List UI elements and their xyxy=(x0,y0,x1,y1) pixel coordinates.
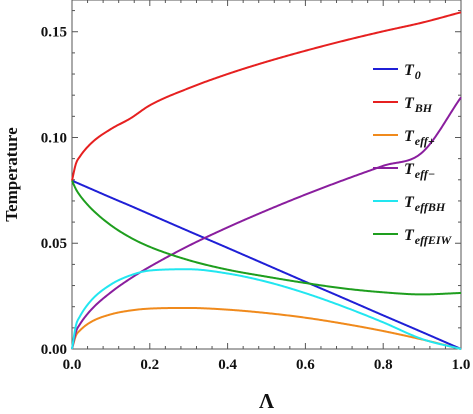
y-tick-label: 0.15 xyxy=(41,25,67,41)
series-eff-plus-line xyxy=(71,306,462,350)
x-tick-label: 0.0 xyxy=(63,357,82,373)
legend-entry-label: Teff+ xyxy=(404,128,435,148)
series-effeiw-line xyxy=(71,180,462,296)
y-tick-label: 0.05 xyxy=(41,236,67,252)
legend-entry-label: TBH xyxy=(404,95,433,115)
x-tick-label: 0.4 xyxy=(218,357,237,373)
legend-entry-label: TeffBH xyxy=(404,194,446,214)
plot-frame xyxy=(71,0,462,350)
y-tick-label: 0.00 xyxy=(41,342,67,358)
legend-entry-label: T0 xyxy=(404,62,421,82)
series-eff-minus-line xyxy=(71,96,462,350)
legend: T0 TBH Teff+ Teff− TeffBH TeffEIW xyxy=(373,62,453,247)
plot-border xyxy=(71,0,462,350)
y-axis-label: Temperature xyxy=(2,127,21,222)
legend-entry-label: TeffEIW xyxy=(404,227,453,247)
x-tick-label: 1.0 xyxy=(452,357,471,373)
x-tick-label: 0.8 xyxy=(374,357,393,373)
x-tick-label: 0.6 xyxy=(296,357,315,373)
series-bh-line xyxy=(71,11,462,181)
x-axis-label: Λ xyxy=(259,389,274,413)
series-0-line xyxy=(71,179,462,350)
y-tick-label: 0.10 xyxy=(41,130,67,146)
series-effbh-line xyxy=(71,268,462,350)
legend-entry-label: Teff− xyxy=(404,161,435,181)
x-tick-label: 0.2 xyxy=(140,357,159,373)
axis-ticks: 0.0 0.2 0.4 0.6 0.8 1.0 0.00 0.05 0.10 0.15 xyxy=(41,0,471,373)
series-lines xyxy=(71,11,462,350)
